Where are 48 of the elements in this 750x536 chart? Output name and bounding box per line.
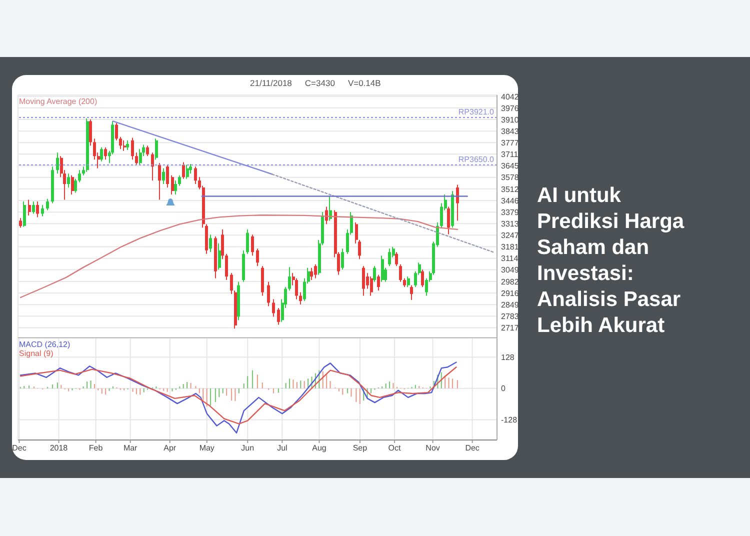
y-tick-label: 4042 [501,92,520,102]
x-tick-label: Oct [388,444,402,453]
x-tick-label: Nov [426,444,440,453]
y-tick-label: 3843 [501,126,520,136]
text: MACD (26,12) [19,340,70,349]
y-tick-label: 3049 [501,266,520,275]
y-tick-label: 3247 [501,231,520,240]
x-tick-label: May [199,444,214,453]
y-tick-label: 3313 [501,219,520,228]
y-tick-label: 3777 [501,138,520,148]
ref-line-label: RP3921.0 [458,108,495,117]
chart-title: 21/11/2018 [250,78,292,88]
x-tick-label: Jun [241,444,254,453]
text: V=0.14B [348,78,381,88]
y-tick-label: 3645 [501,162,520,171]
y-tick-label: 2916 [501,288,520,298]
y-tick-label: 3976 [501,104,520,113]
y-tick-label: 2849 [501,300,520,310]
text: C=3430 [304,78,335,88]
y-tick-label: 2783 [501,312,520,322]
line-series [20,214,458,298]
y-tick-label: 3512 [501,184,520,194]
y-tick-label: 3379 [501,208,520,217]
y-tick-label: 3711 [501,150,519,160]
text: Moving Average (200) [19,97,98,106]
x-tick-label: Mar [123,444,138,453]
y-tick-label: 3578 [501,173,520,182]
x-tick-label: 2018 [50,444,68,453]
x-tick-label: Dec [465,444,480,453]
y-tick-label: 0 [501,384,506,394]
series-label: Signal (9) [19,349,54,358]
y-tick-label: 3181 [501,242,520,252]
line-series [20,366,457,424]
y-tick-label: -128 [501,416,518,425]
y-tick-label: 2982 [501,277,520,286]
y-tick-label: 2717 [501,324,520,333]
line-series [20,362,457,434]
x-tick-label: Apr [164,444,176,453]
y-tick-label: 3114 [501,254,519,264]
ref-line-label: RP3650.0 [458,154,495,164]
x-tick-label: Aug [312,444,326,453]
x-tick-label: Dec [12,444,26,453]
x-tick-label: Feb [88,444,104,453]
y-tick-label: 128 [501,352,515,362]
x-tick-label: Sep [352,444,368,453]
x-tick-label: Jul [277,444,288,453]
text: AI untuk Prediksi Harga Saham dan Investasi: Analisis Pasar Lebih Akurat [537,183,686,339]
y-tick-label: 3446 [501,196,520,206]
